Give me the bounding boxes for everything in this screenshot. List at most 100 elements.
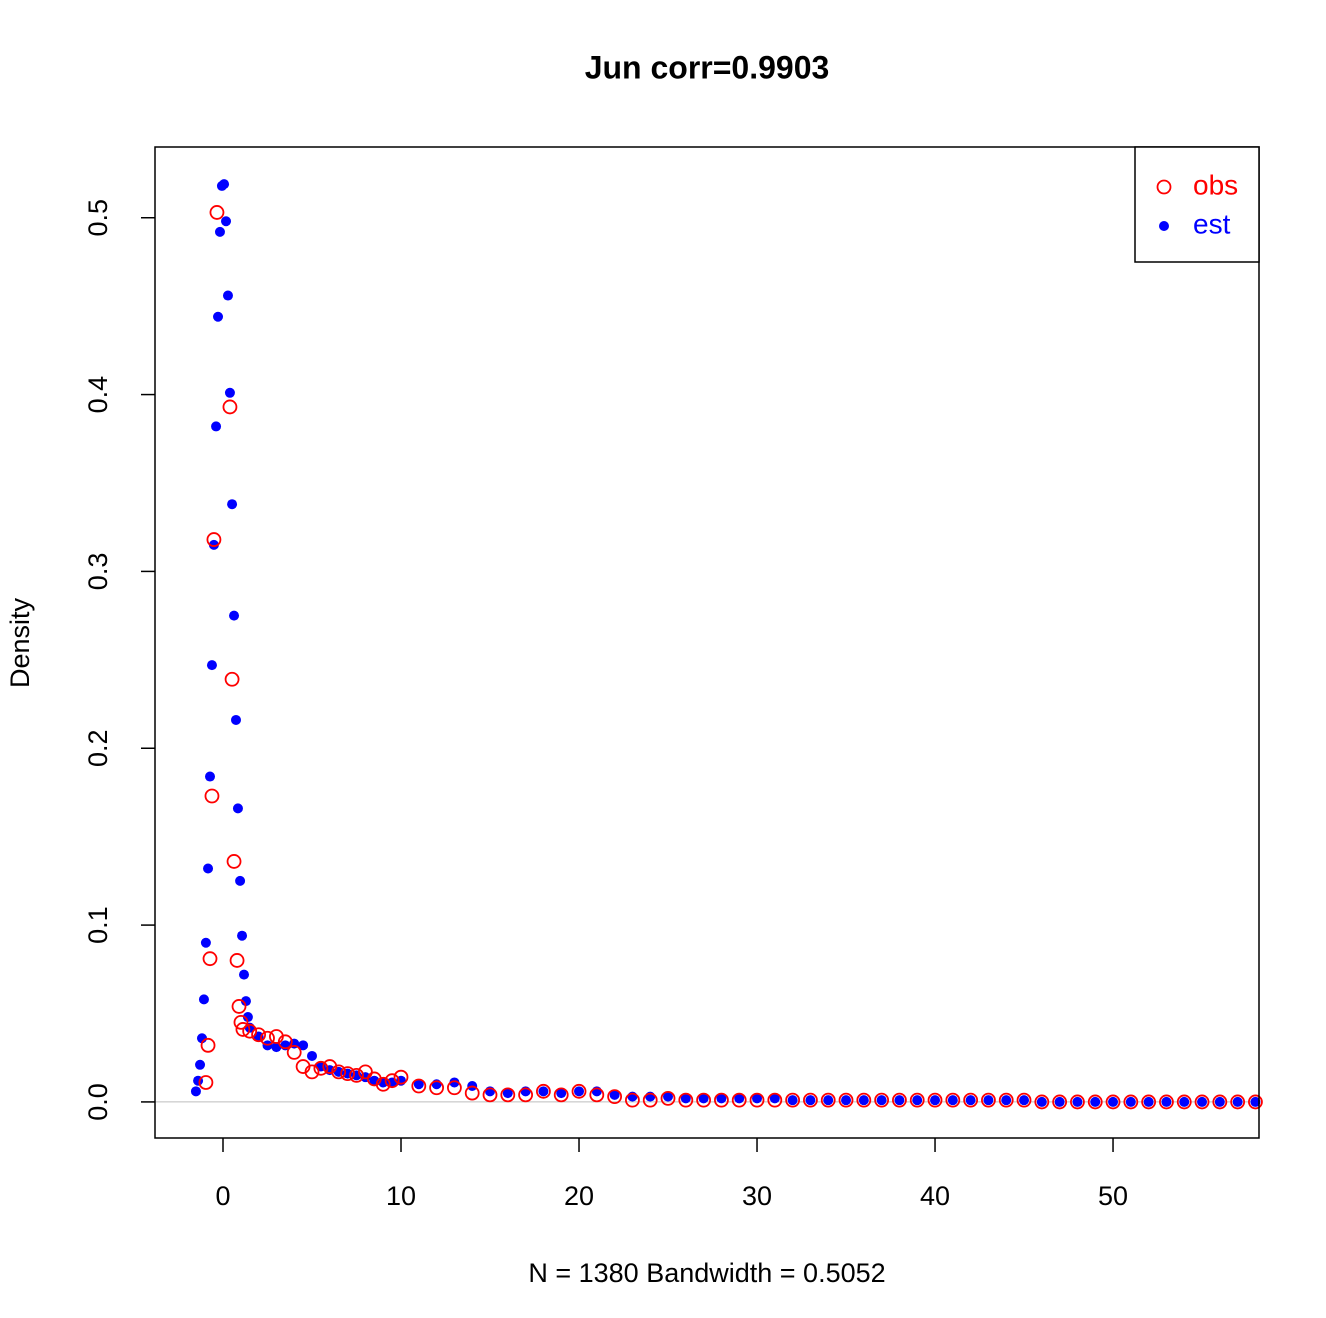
point <box>1212 1094 1228 1110</box>
point <box>1250 1096 1261 1107</box>
point <box>222 290 233 301</box>
point <box>769 1093 780 1104</box>
point <box>663 1091 674 1102</box>
point <box>235 1022 251 1037</box>
point <box>482 1087 498 1103</box>
point <box>660 1090 676 1106</box>
point <box>1230 1094 1246 1110</box>
point <box>1016 1092 1032 1108</box>
point <box>384 1073 400 1089</box>
chart-title: Jun corr=0.9903 <box>585 49 830 85</box>
point <box>1143 1096 1154 1107</box>
point <box>203 863 214 874</box>
point <box>607 1089 623 1105</box>
y-tick-label: 0.4 <box>83 376 113 414</box>
x-tick-label: 40 <box>920 1181 950 1211</box>
point <box>767 1092 783 1108</box>
point <box>198 994 209 1005</box>
point <box>787 1095 798 1106</box>
plot-frame <box>154 146 1260 1139</box>
point <box>222 399 238 415</box>
point <box>429 1080 445 1096</box>
point <box>1034 1094 1050 1110</box>
point <box>1197 1096 1208 1107</box>
point <box>1036 1096 1047 1107</box>
point <box>242 1023 258 1039</box>
legend-label: obs <box>1193 169 1238 200</box>
point <box>200 937 211 948</box>
point <box>1054 1096 1065 1107</box>
point <box>927 1092 943 1108</box>
point <box>1108 1096 1119 1107</box>
legend-label: est <box>1193 208 1231 239</box>
point <box>206 660 217 671</box>
point <box>841 1095 852 1106</box>
point <box>251 1027 267 1043</box>
point <box>945 1092 961 1108</box>
point <box>213 311 224 322</box>
point <box>696 1092 712 1108</box>
point <box>260 1030 275 1046</box>
point <box>1123 1094 1139 1110</box>
legend: obs est <box>1134 146 1260 263</box>
point <box>731 1092 747 1108</box>
point <box>286 1045 302 1060</box>
point <box>464 1085 480 1101</box>
point <box>229 953 245 968</box>
x-tick-label: 0 <box>215 1181 230 1211</box>
point <box>331 1064 347 1080</box>
point <box>536 1083 551 1099</box>
y-tick-label: 0.0 <box>83 1083 113 1121</box>
point <box>1087 1094 1103 1110</box>
point <box>876 1095 887 1106</box>
point <box>200 1037 216 1053</box>
point <box>277 1034 293 1050</box>
point <box>1194 1094 1210 1110</box>
x-tick-label: 50 <box>1098 1181 1128 1211</box>
point <box>998 1092 1014 1108</box>
point <box>202 951 218 967</box>
point <box>642 1092 658 1108</box>
point <box>1070 1094 1085 1110</box>
point <box>1232 1096 1243 1107</box>
point <box>820 1092 836 1108</box>
point <box>909 1092 925 1108</box>
point <box>785 1092 801 1108</box>
point <box>805 1095 816 1106</box>
point <box>556 1088 567 1099</box>
point <box>224 671 240 687</box>
point <box>447 1080 462 1096</box>
point <box>1248 1094 1263 1110</box>
point <box>625 1092 640 1108</box>
point <box>298 1040 309 1051</box>
legend-marker <box>1159 221 1169 231</box>
point <box>349 1067 364 1083</box>
point <box>589 1087 605 1103</box>
point <box>340 1066 356 1082</box>
legend-box <box>1134 146 1260 263</box>
point <box>413 1079 424 1090</box>
point <box>1141 1094 1157 1110</box>
point <box>983 1095 994 1106</box>
point <box>214 226 225 237</box>
point <box>229 610 240 621</box>
point <box>609 1089 620 1100</box>
y-axis-label: Density <box>5 597 35 688</box>
point <box>209 205 225 220</box>
point <box>823 1095 834 1106</box>
point <box>221 216 232 227</box>
point <box>198 1075 214 1090</box>
point <box>449 1077 460 1088</box>
point <box>518 1087 534 1103</box>
point <box>838 1092 854 1108</box>
y-tick-label: 0.5 <box>83 199 113 237</box>
point <box>205 771 216 782</box>
point <box>240 996 251 1007</box>
x-tick-label: 30 <box>742 1181 772 1211</box>
point <box>190 1086 201 1097</box>
point <box>892 1092 907 1108</box>
point <box>231 999 247 1014</box>
x-tick-label: 10 <box>386 1181 416 1211</box>
